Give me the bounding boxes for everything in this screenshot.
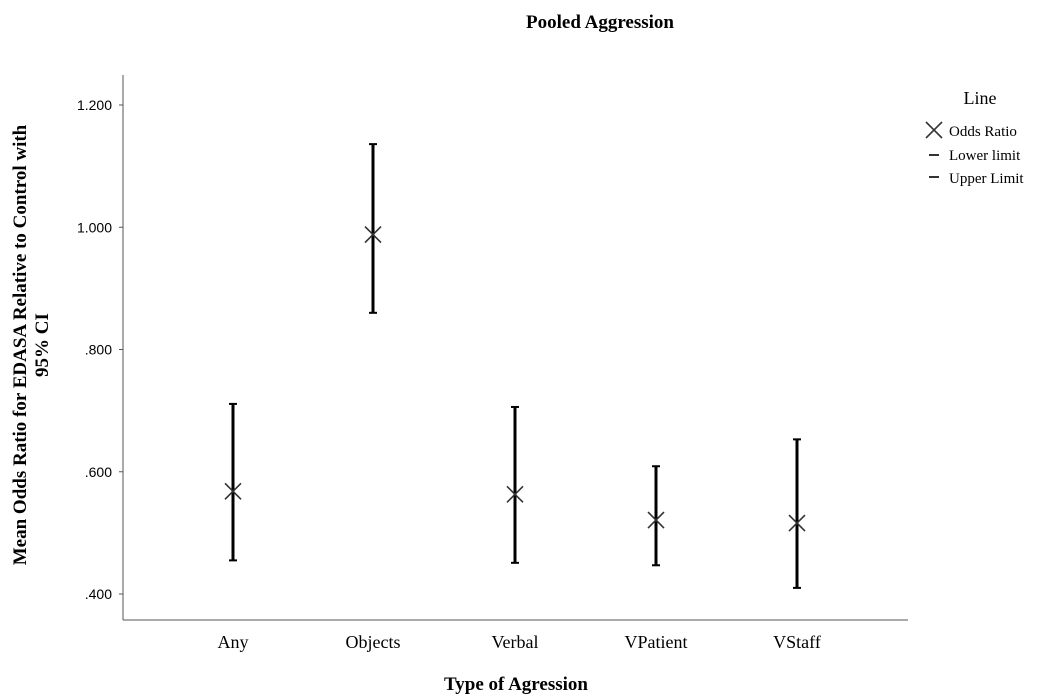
y-axis-label-line-2: 95% CI	[32, 313, 53, 377]
legend-label-upper-limit: Upper Limit	[949, 171, 1024, 187]
odds-ratio-point-verbal	[506, 485, 524, 503]
x-tick-labels: Any Objects Verbal VPatient VStaff	[218, 632, 821, 652]
legend-label-lower-limit: Lower limit	[949, 148, 1021, 164]
legend-item-upper-limit: Upper Limit	[929, 171, 1024, 187]
y-tick-label: .800	[85, 342, 112, 358]
legend-title: Line	[964, 88, 997, 108]
plot-marks	[224, 143, 806, 589]
y-tick-label: .400	[85, 586, 112, 602]
x-tick-label: Any	[218, 632, 249, 652]
legend-item-lower-limit: Lower limit	[929, 148, 1021, 164]
x-axis-label: Type of Agression	[444, 674, 588, 695]
x-tick-label: VStaff	[773, 632, 821, 652]
y-tick-label: .600	[85, 464, 112, 480]
legend-item-odds-ratio: Odds Ratio	[925, 121, 1017, 140]
y-tick-label: 1.000	[77, 219, 112, 235]
legend: Line Odds Ratio Lower limit Upper Limit	[925, 88, 1024, 187]
chart-title: Pooled Aggression	[526, 12, 674, 33]
odds-ratio-point-vstaff	[788, 514, 806, 532]
legend-x-marker-icon	[925, 121, 943, 139]
legend-label-odds-ratio: Odds Ratio	[949, 124, 1017, 140]
x-tick-label: VPatient	[625, 632, 688, 652]
x-tick-label: Objects	[346, 632, 401, 652]
y-axis-label-line-1: Mean Odds Ratio for EDASA Relative to Co…	[10, 124, 31, 565]
odds-ratio-point-any	[224, 482, 242, 500]
odds-ratio-point-vpatient	[647, 511, 665, 529]
y-tick-labels: .400 .600 .800 1.000 1.200	[77, 97, 123, 602]
y-axis-label: Mean Odds Ratio for EDASA Relative to Co…	[10, 124, 53, 565]
y-tick-label: 1.200	[77, 97, 112, 113]
x-tick-label: Verbal	[492, 632, 539, 652]
odds-ratio-point-objects	[364, 226, 382, 244]
